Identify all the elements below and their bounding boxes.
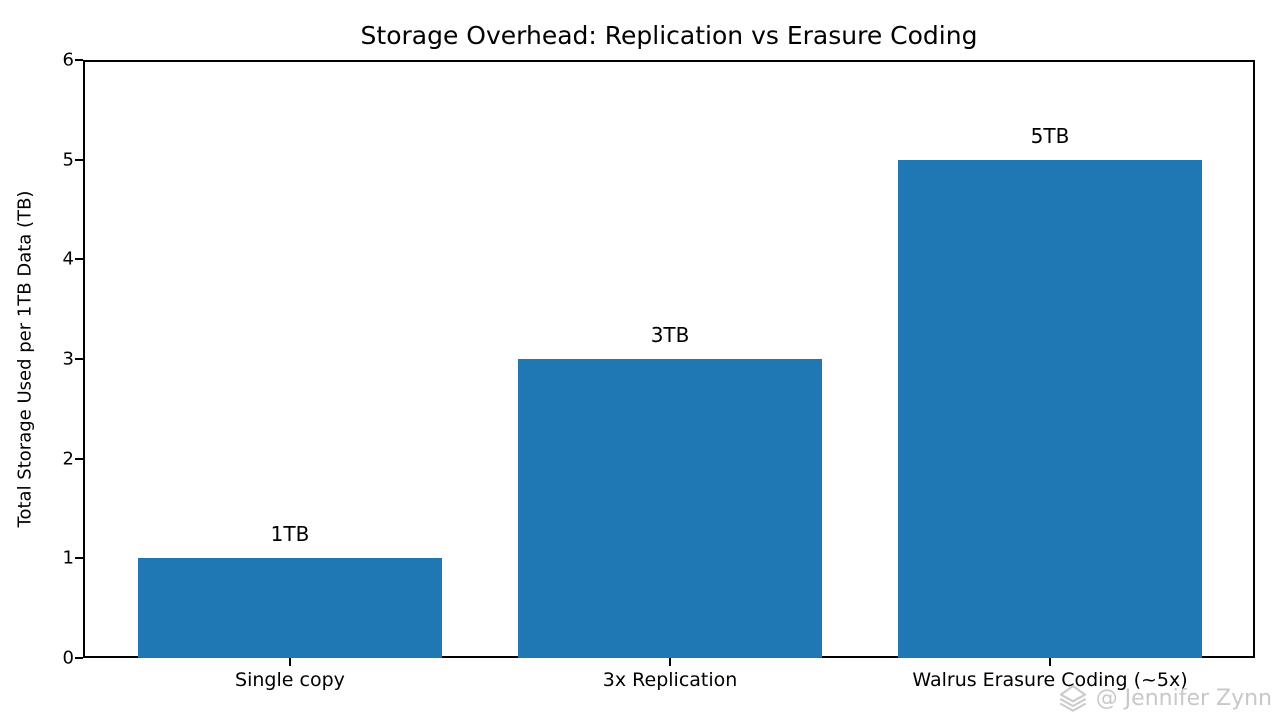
y-tick-mark: [75, 457, 83, 460]
y-tick-mark: [75, 258, 83, 261]
y-tick-mark: [75, 158, 83, 161]
y-axis-label: Total Storage Used per 1TB Data (TB): [14, 190, 36, 528]
y-tick-label: 3: [62, 348, 74, 370]
y-tick-label: 2: [62, 448, 74, 470]
bar-2: [517, 359, 823, 658]
bar-value-label: 5TB: [1030, 123, 1070, 148]
y-tick-mark: [75, 59, 83, 61]
x-tick-mark: [669, 658, 672, 666]
bar-value-label: 1TB: [270, 522, 310, 547]
x-tick-mark: [288, 658, 291, 666]
bar-3: [897, 159, 1203, 658]
y-tick-mark: [75, 657, 83, 659]
y-tick-label: 1: [62, 547, 74, 569]
y-tick-label: 5: [62, 149, 74, 171]
watermark: @ Jennifer Zynn: [1057, 682, 1272, 714]
x-category-label: 3x Replication: [602, 669, 738, 691]
y-tick-label: 6: [62, 49, 74, 71]
y-tick-label: 0: [62, 647, 74, 669]
chart-title: Storage Overhead: Replication vs Erasure…: [360, 21, 978, 50]
bar-value-label: 3TB: [650, 323, 690, 347]
y-tick-mark: [75, 557, 83, 560]
y-tick-label: 4: [62, 248, 74, 270]
x-tick-mark: [1049, 658, 1052, 666]
bar-1: [137, 558, 443, 658]
y-tick-mark: [75, 358, 83, 360]
x-category-label: Single copy: [235, 669, 345, 691]
watermark-text: @ Jennifer Zynn: [1095, 685, 1272, 711]
gem-icon: [1057, 682, 1089, 714]
x-category-label: Walrus Erasure Coding (~5x): [912, 669, 1188, 691]
